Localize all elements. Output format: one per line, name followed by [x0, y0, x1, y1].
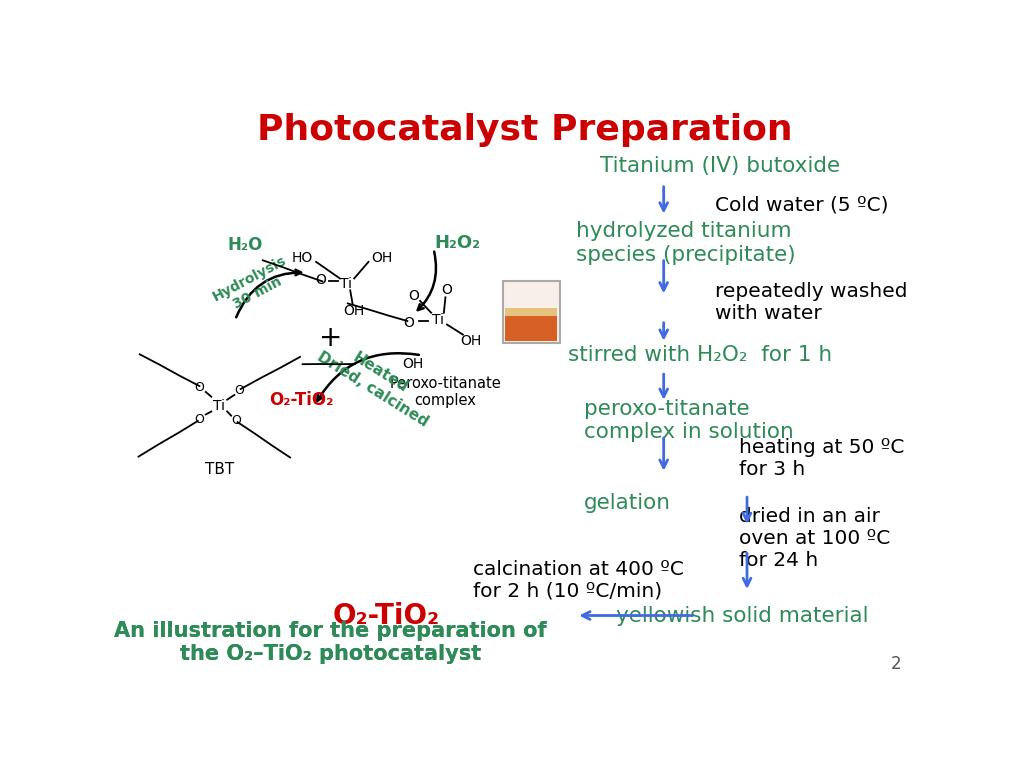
Text: +: + [318, 323, 342, 352]
Bar [505, 308, 557, 316]
Text: heating at 50 ºC
for 3 h: heating at 50 ºC for 3 h [739, 439, 904, 479]
Text: O: O [231, 414, 241, 427]
Text: Cold water (5 ºC): Cold water (5 ºC) [715, 195, 889, 214]
Text: Ti: Ti [213, 399, 225, 412]
Bar [503, 281, 560, 343]
Text: O: O [402, 316, 414, 329]
Text: Ti: Ti [431, 313, 443, 327]
Text: O: O [441, 283, 453, 297]
Text: O: O [409, 290, 419, 303]
Text: Hydrolysis
30 min: Hydrolysis 30 min [210, 253, 297, 319]
Text: 2: 2 [891, 655, 902, 673]
Text: TBT: TBT [205, 462, 233, 477]
Text: Dried, calcined: Dried, calcined [314, 349, 431, 430]
Text: repeatedly washed
with water: repeatedly washed with water [715, 282, 907, 323]
Text: O: O [315, 273, 327, 286]
Text: O: O [195, 382, 205, 394]
Text: OH: OH [460, 333, 481, 348]
Text: dried in an air
oven at 100 ºC
for 24 h: dried in an air oven at 100 ºC for 24 h [739, 507, 890, 570]
Text: O: O [195, 412, 205, 425]
Text: peroxo-titanate
complex in solution: peroxo-titanate complex in solution [585, 399, 794, 442]
Text: H₂O: H₂O [227, 236, 263, 253]
Text: O: O [234, 384, 244, 397]
Text: An illustration for the preparation of
the O₂–TiO₂ photocatalyst: An illustration for the preparation of t… [114, 621, 547, 664]
Text: yellowish solid material: yellowish solid material [616, 605, 868, 625]
Text: Peroxo-titanate
complex: Peroxo-titanate complex [389, 376, 502, 409]
Text: O₂-TiO₂: O₂-TiO₂ [333, 601, 439, 630]
Text: H₂O₂: H₂O₂ [434, 234, 480, 252]
Text: OH: OH [372, 250, 392, 265]
Text: An illustration for the preparation of
the O₂–TiO₂ photocatalyst: An illustration for the preparation of t… [114, 621, 547, 664]
Text: calcination at 400 ºC
for 2 h (10 ºC/min): calcination at 400 ºC for 2 h (10 ºC/min… [473, 560, 684, 601]
Bar [505, 308, 557, 340]
Text: gelation: gelation [585, 493, 672, 513]
Text: hydrolyzed titanium
species (precipitate): hydrolyzed titanium species (precipitate… [577, 221, 796, 264]
Text: OH: OH [401, 357, 423, 371]
Text: Ti: Ti [340, 277, 352, 291]
Text: Titanium (IV) butoxide: Titanium (IV) butoxide [600, 156, 841, 176]
Text: O₂-TiO₂: O₂-TiO₂ [269, 391, 333, 409]
Text: OH: OH [343, 304, 365, 318]
Text: HO: HO [292, 250, 313, 265]
Text: Heated: Heated [350, 350, 411, 396]
Text: stirred with H₂O₂  for 1 h: stirred with H₂O₂ for 1 h [568, 346, 833, 366]
Text: Photocatalyst Preparation: Photocatalyst Preparation [257, 113, 793, 147]
